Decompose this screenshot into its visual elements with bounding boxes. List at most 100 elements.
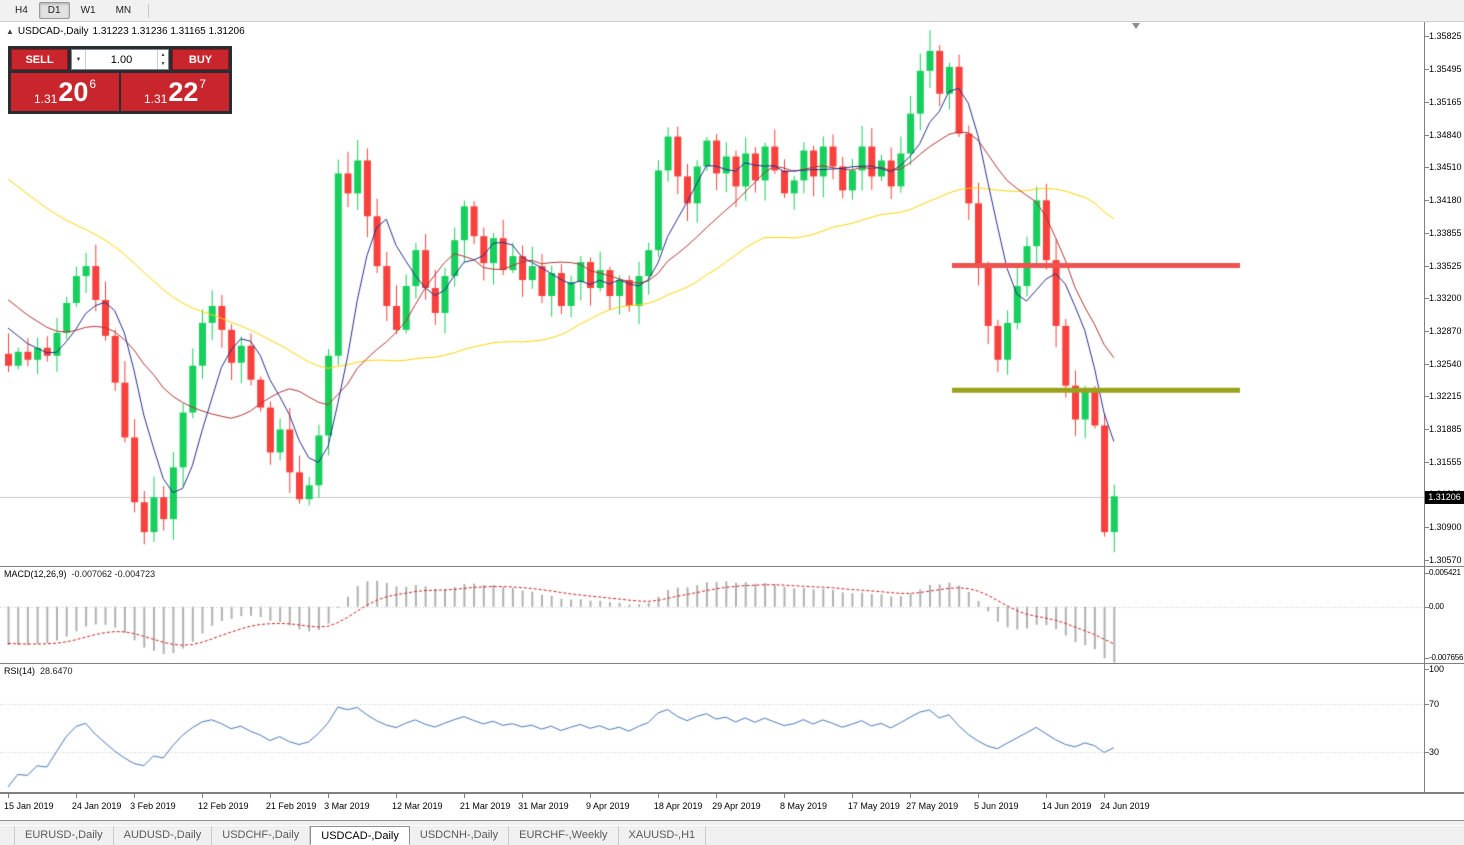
- date-tick-label: 3 Feb 2019: [130, 801, 176, 811]
- price-tick-mark: [1425, 36, 1429, 38]
- macd-scale-axis[interactable]: 0.005421 0.00 -0.007656: [1424, 567, 1464, 663]
- price-tick-mark: [1425, 102, 1429, 104]
- date-tick-label: 29 Apr 2019: [712, 801, 761, 811]
- macd-plot[interactable]: MACD(12,26,9) -0.007062 -0.004723: [0, 567, 1424, 663]
- symbol-tab-eurchf[interactable]: EURCHF-,Weekly: [509, 826, 619, 845]
- chart-symbol-label: USDCAD-,Daily: [17, 26, 89, 37]
- price-tick-mark: [1425, 429, 1429, 430]
- rsi-name: RSI(14): [4, 666, 36, 676]
- rsi-canvas[interactable]: [0, 664, 1424, 792]
- rsi-scale-axis[interactable]: 100 70 30: [1424, 664, 1464, 792]
- chart-title-row: ▲ USDCAD-,Daily 1.31223 1.31236 1.31165 1.…: [6, 26, 249, 37]
- buy-price-tile[interactable]: 1.31 22 7: [121, 73, 229, 111]
- price-tick-label: 1.35495: [1429, 64, 1462, 75]
- rsi-indicator-label: RSI(14) 28.6470: [4, 666, 73, 676]
- pane-separator[interactable]: [0, 663, 1464, 664]
- symbol-tab-eurusd[interactable]: EURUSD-,Daily: [14, 826, 114, 845]
- macd-values: -0.007062 -0.004723: [71, 569, 156, 579]
- price-tick-label: 1.32870: [1429, 325, 1462, 336]
- chart-ohlc-values: 1.31223 1.31236 1.31165 1.31206: [92, 26, 245, 37]
- date-tick-label: 21 Mar 2019: [459, 801, 511, 811]
- price-tick-label: 1.34840: [1429, 129, 1462, 140]
- rsi-tick-mark: [1425, 704, 1429, 706]
- timeframe-button-mn[interactable]: MN: [107, 2, 141, 19]
- price-plot[interactable]: ▲ USDCAD-,Daily 1.31223 1.31236 1.31165 1.…: [0, 22, 1424, 566]
- price-chart-canvas[interactable]: [0, 22, 1424, 566]
- date-tick-mark: [522, 794, 524, 798]
- buy-price-pips: 22: [168, 76, 199, 107]
- date-tick-label: 24 Jan 2019: [71, 801, 122, 811]
- price-tick-label: 1.34510: [1429, 162, 1462, 173]
- buy-button[interactable]: BUY: [172, 49, 229, 70]
- price-tick-mark: [1425, 69, 1429, 71]
- volume-value[interactable]: 1.00: [110, 53, 133, 66]
- price-tick-mark: [1425, 265, 1429, 267]
- date-tick-label: 18 Apr 2019: [653, 801, 703, 811]
- macd-name: MACD(12,26,9): [4, 569, 67, 579]
- rsi-tick-label: 70: [1429, 699, 1440, 710]
- price-tick-mark: [1425, 232, 1429, 234]
- date-tick-label: 24 Jun 2019: [1100, 801, 1150, 811]
- price-scale-axis[interactable]: 1.35825 1.35495 1.35165 1.34840 1.34510 1.341…: [1424, 22, 1464, 566]
- macd-indicator-label: MACD(12,26,9) -0.007062 -0.004723: [4, 569, 155, 579]
- trade-panel-collapse-icon[interactable]: ▲: [6, 27, 14, 36]
- timeframe-button-w1[interactable]: W1: [72, 2, 105, 19]
- macd-tick-label: 0.00: [1429, 601, 1444, 611]
- price-tick-label: 1.31555: [1429, 456, 1462, 467]
- price-tick-mark: [1425, 134, 1429, 136]
- date-axis[interactable]: 15 Jan 2019 24 Jan 2019 3 Feb 2019 12 Feb 2…: [0, 793, 1464, 820]
- date-tick-mark: [978, 794, 979, 798]
- price-tick-mark: [1425, 297, 1429, 299]
- pane-separator[interactable]: [0, 792, 1464, 793]
- price-tick-mark: [1425, 200, 1429, 202]
- date-tick-label: 27 May 2019: [906, 801, 959, 811]
- macd-tick-mark: [1425, 573, 1429, 574]
- symbol-tab-xauusd[interactable]: XAUUSD-,H1: [619, 826, 707, 845]
- date-tick-label: 12 Feb 2019: [198, 801, 249, 811]
- current-price-box: 1.31206: [1425, 490, 1464, 504]
- sell-button[interactable]: SELL: [11, 49, 68, 70]
- symbol-tab-usdchf[interactable]: USDCHF-,Daily: [212, 826, 311, 845]
- symbol-tab-usdcad[interactable]: USDCAD-,Daily: [310, 826, 410, 845]
- price-tick-label: 1.33855: [1429, 227, 1462, 238]
- date-tick-label: 12 Mar 2019: [392, 801, 443, 811]
- date-tick-label: 21 Feb 2019: [265, 801, 317, 811]
- volume-up-icon[interactable]: ▲: [160, 51, 166, 58]
- sell-price-point: 6: [89, 77, 97, 91]
- timeframe-button-h4[interactable]: H4: [6, 2, 37, 19]
- symbol-tab-usdcnh[interactable]: USDCNH-,Daily: [410, 826, 510, 845]
- pane-separator[interactable]: [0, 566, 1464, 567]
- date-tick-mark: [328, 794, 330, 798]
- price-tick-label: 1.30900: [1429, 522, 1462, 533]
- date-tick-mark: [8, 794, 9, 798]
- volume-field[interactable]: ▼ 1.00 ▲ ▼: [71, 49, 169, 70]
- date-tick-mark: [657, 794, 659, 798]
- symbol-tab-audusd[interactable]: AUDUSD-,Daily: [114, 826, 213, 845]
- date-tick-mark: [134, 794, 136, 798]
- macd-canvas[interactable]: [0, 567, 1424, 663]
- sell-price-tile[interactable]: 1.31 20 6: [11, 73, 119, 111]
- rsi-pane: RSI(14) 28.6470 100 70 30: [0, 664, 1464, 792]
- window-divider: [0, 820, 1464, 826]
- price-tick-label: 1.32215: [1429, 391, 1462, 402]
- volume-spinner[interactable]: ▲ ▼: [157, 50, 168, 69]
- macd-tick-mark: [1425, 658, 1429, 659]
- rsi-plot[interactable]: RSI(14) 28.6470: [0, 664, 1424, 792]
- timeframe-button-d1[interactable]: D1: [38, 2, 70, 19]
- sell-price-pips: 20: [58, 76, 89, 107]
- volume-down-icon[interactable]: ▼: [160, 61, 166, 68]
- price-tick-label: 1.32540: [1429, 358, 1462, 369]
- buy-price-point: 7: [199, 77, 207, 91]
- price-tick-label: 1.30570: [1429, 555, 1462, 566]
- date-tick-mark: [784, 794, 785, 798]
- date-tick-mark: [463, 794, 465, 798]
- date-tick-mark: [851, 794, 853, 798]
- macd-tick-mark: [1425, 606, 1429, 608]
- volume-dropdown-icon[interactable]: ▼: [72, 50, 86, 69]
- chart-shift-marker-icon[interactable]: [1132, 23, 1140, 29]
- one-click-trade-panel: SELL ▼ 1.00 ▲ ▼ BUY 1.31 20 6 1.31: [8, 46, 232, 114]
- date-tick-mark: [716, 794, 718, 798]
- date-tick-mark: [1045, 794, 1047, 798]
- date-tick-label: 14 Jun 2019: [1041, 801, 1092, 811]
- date-tick-label: 17 May 2019: [847, 801, 900, 811]
